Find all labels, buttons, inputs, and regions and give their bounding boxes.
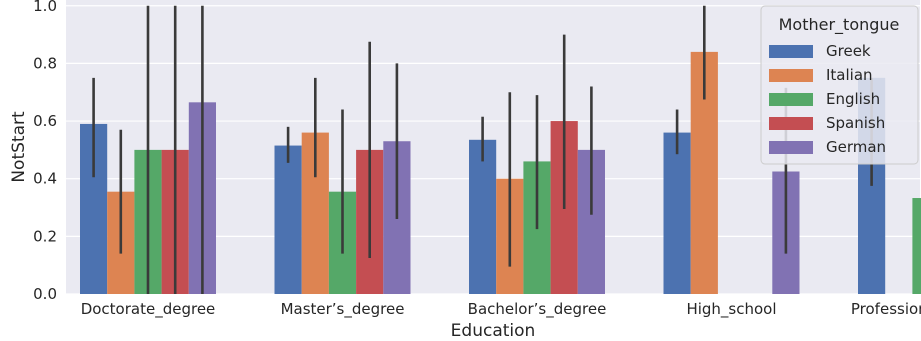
error-bars [92,5,873,294]
x-tick-label: Professional_degree [851,300,921,319]
x-tick-label: Master’s_degree [281,300,405,319]
legend-items: Greek Italian English Spanish German [769,42,886,156]
x-tick-label: Doctorate_degree [81,300,216,319]
y-tick-label: 0.8 [33,54,57,72]
bar [912,198,921,294]
y-tick-label: 0.0 [33,285,57,303]
legend-swatch [769,93,813,106]
y-axis-label: NotStart [9,111,29,183]
legend: Mother_tongue Greek Italian English Spanish… [760,5,919,165]
legend-label: Greek [826,42,871,60]
y-tick-label: 0.4 [33,170,57,188]
legend-label: Italian [826,66,873,84]
legend-swatch [769,141,813,154]
y-tick-label: 1.0 [33,0,57,15]
legend-swatch [769,117,813,130]
y-axis-ticks: 0.0 0.2 0.4 0.6 0.8 1.0 [33,0,57,303]
x-tick-label: Bachelor’s_degree [468,300,607,319]
legend-label: English [826,90,880,108]
y-tick-label: 0.2 [33,227,57,245]
legend-swatch [769,69,813,82]
x-axis-ticks: Doctorate_degree Master’s_degree Bachelor’… [81,300,921,319]
bar [469,139,497,294]
y-tick-label: 0.6 [33,112,57,130]
legend-label: Spanish [826,114,885,132]
x-tick-label: High_school [686,300,776,319]
bar [274,145,302,294]
x-axis-label: Education [451,321,536,341]
legend-swatch [769,45,813,58]
legend-label: German [826,138,886,156]
bar [663,132,691,294]
legend-title: Mother_tongue [779,15,900,35]
